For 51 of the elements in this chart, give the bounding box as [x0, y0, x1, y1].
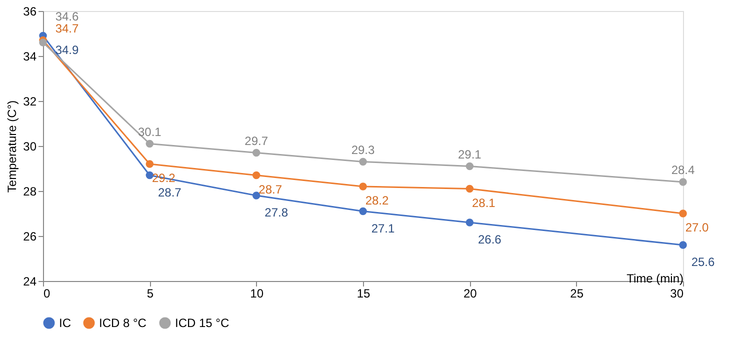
point: [39, 38, 47, 46]
y-tick-label: 36: [23, 4, 37, 18]
point: [359, 207, 367, 216]
legend-label: IC: [59, 316, 72, 330]
x-axis-title: Time (min): [626, 272, 684, 286]
data-label: 29.1: [458, 147, 482, 162]
x-tick-label: 20: [463, 286, 478, 300]
data-label: 28.7: [258, 182, 282, 196]
point: [679, 210, 687, 218]
data-label: 34.9: [55, 42, 79, 57]
data-label: 30.1: [138, 124, 162, 139]
point: [359, 182, 367, 190]
y-tick-label: 32: [23, 94, 37, 108]
data-label: 27.8: [264, 206, 288, 220]
x-tick-label: 10: [250, 286, 264, 300]
y-tick-label: 28: [23, 184, 37, 198]
data-label: 27.0: [685, 220, 709, 234]
data-label: 28.1: [472, 196, 496, 210]
y-axis-title: Temperature (C°): [5, 100, 20, 193]
x-tick-label: 15: [356, 286, 370, 300]
point: [146, 160, 154, 168]
point: [252, 192, 260, 200]
data-label: 26.6: [478, 232, 502, 246]
point: [359, 158, 367, 166]
point: [466, 218, 474, 226]
point: [146, 140, 154, 148]
legend-label: ICD 8 °C: [99, 316, 147, 330]
point: [252, 148, 260, 157]
data-label: 28.7: [158, 185, 182, 200]
x-tick-label: 25: [570, 286, 584, 300]
legend-label: ICD 15 °C: [175, 316, 230, 330]
data-label: 34.7: [55, 21, 79, 36]
point: [252, 171, 260, 180]
y-tick-label: 26: [23, 230, 37, 244]
x-tick-label: 0: [44, 286, 50, 300]
data-label: 28.2: [365, 194, 389, 208]
y-tick-label: 34: [23, 50, 37, 64]
data-label: 28.4: [671, 163, 695, 177]
x-tick-label: 30: [670, 286, 684, 300]
data-label: 34.6: [55, 10, 79, 24]
data-label: 29.7: [244, 134, 268, 148]
data-label: 27.1: [371, 221, 395, 236]
y-tick-label: 24: [23, 274, 37, 288]
data-label: 29.3: [351, 142, 375, 157]
point: [679, 241, 687, 249]
point: [466, 162, 474, 170]
point: [679, 178, 687, 186]
x-tick-label: 5: [146, 286, 154, 300]
y-tick-label: 30: [23, 140, 37, 154]
point: [466, 184, 474, 193]
data-label: 25.6: [691, 255, 715, 269]
